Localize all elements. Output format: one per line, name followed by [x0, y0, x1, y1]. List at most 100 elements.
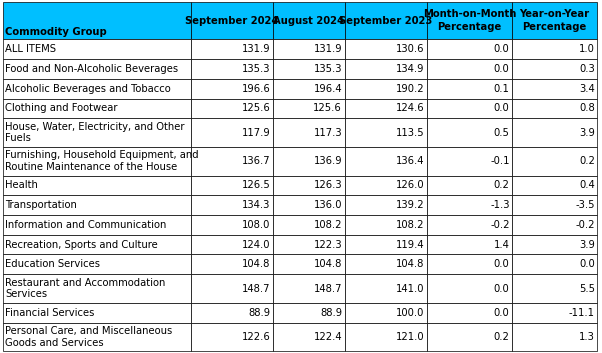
Bar: [273, 175, 344, 195]
Bar: [427, 303, 512, 323]
Text: 126.0: 126.0: [396, 180, 424, 191]
Text: 0.0: 0.0: [579, 259, 595, 269]
Bar: [3, 175, 191, 195]
Text: 125.6: 125.6: [314, 103, 342, 113]
Bar: [344, 98, 427, 118]
Text: 126.5: 126.5: [242, 180, 270, 191]
Bar: [344, 274, 427, 303]
Bar: [344, 118, 427, 147]
Text: 0.1: 0.1: [494, 84, 509, 94]
Bar: [512, 59, 597, 79]
Text: Recreation, Sports and Culture: Recreation, Sports and Culture: [5, 240, 158, 250]
Bar: [344, 215, 427, 235]
Bar: [344, 303, 427, 323]
Text: 136.4: 136.4: [396, 156, 424, 166]
Text: 0.0: 0.0: [494, 259, 509, 269]
Bar: [3, 255, 191, 274]
Text: House, Water, Electricity, and Other
Fuels: House, Water, Electricity, and Other Fue…: [5, 122, 185, 143]
Bar: [344, 59, 427, 79]
Text: 130.6: 130.6: [396, 44, 424, 54]
Bar: [273, 40, 344, 59]
Text: Clothing and Footwear: Clothing and Footwear: [5, 103, 118, 113]
Text: 131.9: 131.9: [314, 44, 342, 54]
Text: 136.9: 136.9: [314, 156, 342, 166]
Text: 5.5: 5.5: [579, 283, 595, 293]
Bar: [512, 175, 597, 195]
Bar: [3, 98, 191, 118]
Text: 135.3: 135.3: [314, 64, 342, 74]
Bar: [512, 255, 597, 274]
Text: 0.2: 0.2: [494, 332, 509, 342]
Text: August 2024: August 2024: [273, 16, 344, 25]
Text: 125.6: 125.6: [242, 103, 270, 113]
Bar: [344, 40, 427, 59]
Text: 88.9: 88.9: [320, 308, 342, 318]
Bar: [3, 147, 191, 175]
Bar: [512, 235, 597, 255]
Bar: [273, 195, 344, 215]
Bar: [427, 40, 512, 59]
Text: -0.2: -0.2: [576, 220, 595, 230]
Bar: [273, 79, 344, 98]
Text: 196.4: 196.4: [314, 84, 342, 94]
Bar: [3, 274, 191, 303]
Text: 124.0: 124.0: [242, 240, 270, 250]
Text: 1.4: 1.4: [494, 240, 509, 250]
Text: 0.2: 0.2: [494, 180, 509, 191]
Bar: [3, 59, 191, 79]
Text: 126.3: 126.3: [314, 180, 342, 191]
Text: 122.4: 122.4: [314, 332, 342, 342]
Bar: [191, 274, 273, 303]
Bar: [273, 98, 344, 118]
Text: 1.3: 1.3: [579, 332, 595, 342]
Bar: [273, 59, 344, 79]
Bar: [512, 215, 597, 235]
Bar: [427, 59, 512, 79]
Text: ALL ITEMS: ALL ITEMS: [5, 44, 57, 54]
Text: 122.3: 122.3: [314, 240, 342, 250]
Text: Month-on-Month
Percentage: Month-on-Month Percentage: [423, 10, 516, 32]
Bar: [512, 147, 597, 175]
Bar: [512, 118, 597, 147]
Text: -11.1: -11.1: [569, 308, 595, 318]
Text: 139.2: 139.2: [396, 200, 424, 210]
Bar: [191, 323, 273, 351]
Text: 148.7: 148.7: [314, 283, 342, 293]
Bar: [273, 147, 344, 175]
Bar: [3, 323, 191, 351]
Bar: [427, 175, 512, 195]
Bar: [512, 79, 597, 98]
Text: 124.6: 124.6: [396, 103, 424, 113]
Text: September 2024: September 2024: [185, 16, 279, 25]
Bar: [3, 235, 191, 255]
Text: Alcoholic Beverages and Tobacco: Alcoholic Beverages and Tobacco: [5, 84, 171, 94]
Bar: [273, 235, 344, 255]
Bar: [191, 59, 273, 79]
Bar: [427, 274, 512, 303]
Bar: [191, 118, 273, 147]
Bar: [191, 235, 273, 255]
Bar: [191, 147, 273, 175]
Text: -3.5: -3.5: [576, 200, 595, 210]
Text: 121.0: 121.0: [396, 332, 424, 342]
Text: Financial Services: Financial Services: [5, 308, 95, 318]
Bar: [273, 274, 344, 303]
Text: 0.8: 0.8: [579, 103, 595, 113]
Text: 0.0: 0.0: [494, 44, 509, 54]
Bar: [512, 323, 597, 351]
Text: 0.0: 0.0: [494, 64, 509, 74]
Bar: [427, 2, 512, 40]
Text: 135.3: 135.3: [242, 64, 270, 74]
Text: 122.6: 122.6: [242, 332, 270, 342]
Text: Commodity Group: Commodity Group: [5, 27, 107, 37]
Bar: [427, 235, 512, 255]
Bar: [3, 195, 191, 215]
Text: Furnishing, Household Equipment, and
Routine Maintenance of the House: Furnishing, Household Equipment, and Rou…: [5, 150, 199, 172]
Bar: [512, 195, 597, 215]
Text: -0.2: -0.2: [490, 220, 509, 230]
Text: Personal Care, and Miscellaneous
Goods and Services: Personal Care, and Miscellaneous Goods a…: [5, 326, 173, 348]
Text: 119.4: 119.4: [396, 240, 424, 250]
Text: 113.5: 113.5: [396, 127, 424, 138]
Text: September 2023: September 2023: [339, 16, 432, 25]
Bar: [273, 303, 344, 323]
